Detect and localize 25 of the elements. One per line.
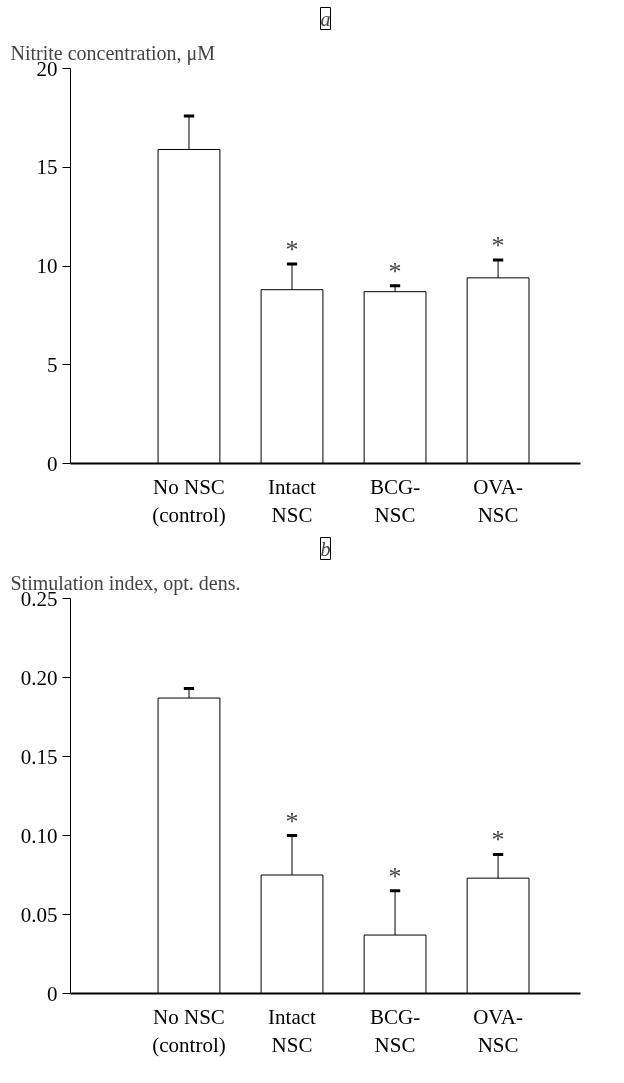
x-tick-label: BCG- NSC xyxy=(369,1004,421,1058)
annotation: * xyxy=(491,231,505,261)
y-tick-label: 0.20 xyxy=(20,665,58,690)
x-tick-label: OVA- NSC xyxy=(473,474,523,528)
x-tick-label: No NSC (control) xyxy=(152,1004,226,1058)
y-tick-label: 0.05 xyxy=(20,902,58,927)
x-tick-label: Intact NSC xyxy=(268,474,317,528)
x-tick-label: OVA- NSC xyxy=(473,1004,523,1058)
y-tick-label: 0 xyxy=(47,451,58,476)
annotation: * xyxy=(388,256,402,286)
x-tick-label: Intact NSC xyxy=(268,1004,317,1058)
x-tick-label: BCG- NSC xyxy=(369,474,421,528)
y-tick-label: 15 xyxy=(36,155,58,180)
y-tick-label: 0.10 xyxy=(20,823,58,848)
y-tick-label: 10 xyxy=(36,254,58,278)
y-tick-label: 5 xyxy=(47,352,58,377)
annotation: * xyxy=(285,235,299,265)
chart-title: b xyxy=(320,537,331,560)
chart-title: a xyxy=(320,7,331,30)
y-tick-label: 0 xyxy=(47,981,58,1006)
y-tick-label: 0.15 xyxy=(20,744,58,769)
annotation: * xyxy=(388,861,402,891)
x-tick-label: No NSC (control) xyxy=(152,474,226,528)
annotation: * xyxy=(491,825,505,855)
annotation: * xyxy=(285,806,299,836)
